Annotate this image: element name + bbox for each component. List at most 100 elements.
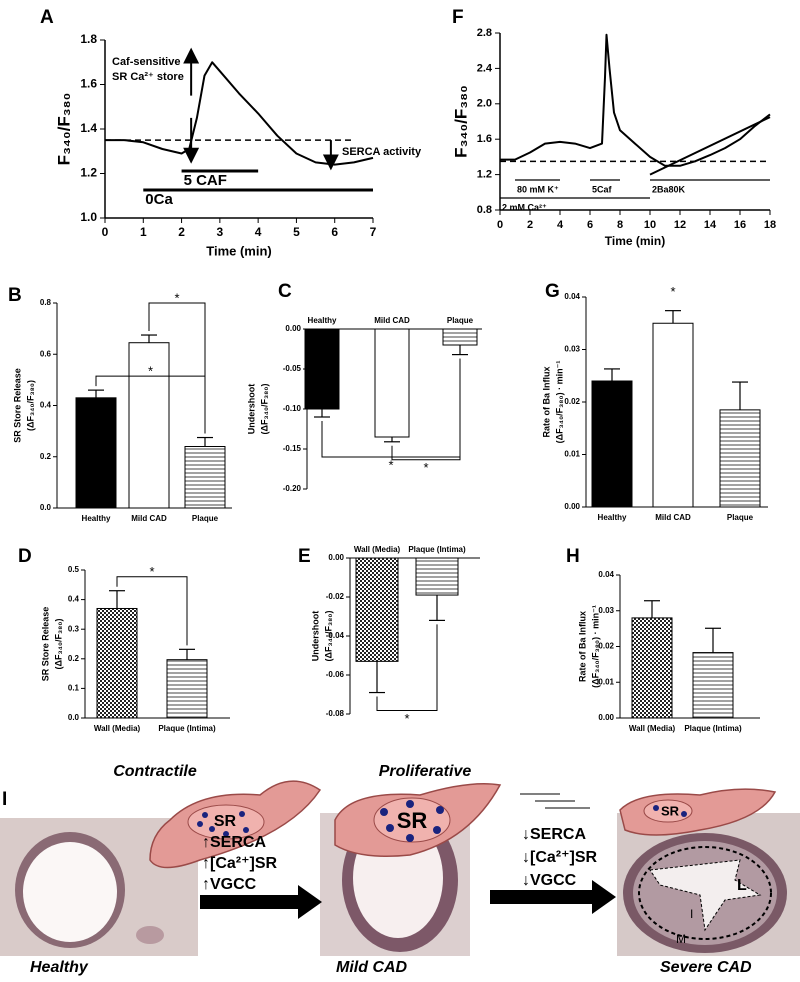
y-tick-label: -0.06 <box>326 670 345 679</box>
phenotype-label: Contractile <box>113 763 197 780</box>
y-tick-label: 0.00 <box>328 553 344 562</box>
y-tick-label: 1.2 <box>477 169 492 181</box>
x-tick-label: Plaque <box>447 316 474 325</box>
y-tick-label: -0.02 <box>326 592 345 601</box>
boundary <box>638 846 772 940</box>
x-tick-label: Mild CAD <box>655 513 691 522</box>
y-axis-label: (ΔF₃₄₀/F₃₈₀) <box>25 380 35 431</box>
panel-letter: B <box>8 285 22 306</box>
significance-bracket <box>116 576 188 646</box>
y-tick-label: 0.0 <box>68 713 80 722</box>
stimulus-label: 5 CAF <box>184 172 227 189</box>
y-tick-label: 0.00 <box>564 502 580 511</box>
region-label: L <box>737 877 747 894</box>
y-axis-label: (ΔF₃₄₀/F₃₈₀) <box>323 611 333 662</box>
significance-bracket <box>376 624 438 712</box>
y-axis-label: (ΔF₃₄₀/F₃₈₀) · min⁻¹ <box>554 361 564 444</box>
x-tick-label: 3 <box>217 225 224 239</box>
stage-label: Mild CAD <box>336 959 408 976</box>
x-tick-label: Healthy <box>598 513 627 522</box>
x-tick-label: 10 <box>644 219 656 231</box>
x-tick-label: 5 <box>293 225 300 239</box>
x-tick-label: 2 <box>178 225 185 239</box>
diagram: I L I M SR SR SR Contractile Proliferati… <box>0 763 800 976</box>
y-axis-label: Rate of Ba Influx <box>577 611 587 682</box>
stimulus-label: 5Caf <box>592 184 613 194</box>
y-tick-label: -0.10 <box>283 404 302 413</box>
lumen <box>649 859 762 932</box>
y-axis-label: SR Store Release <box>40 607 50 682</box>
x-tick-label: Plaque (Intima) <box>408 545 466 554</box>
y-tick-label: 0.01 <box>564 450 580 459</box>
x-tick-label: 6 <box>331 225 338 239</box>
x-tick-label: Healthy <box>82 514 111 523</box>
y-tick-label: 1.8 <box>80 32 97 46</box>
increase-label: ↑SERCA <box>202 834 266 851</box>
y-tick-label: 1.6 <box>80 77 97 91</box>
y-tick-label: 0.1 <box>68 684 80 693</box>
panel-letter: C <box>278 281 292 302</box>
y-tick-label: 1.0 <box>80 210 97 224</box>
y-tick-label: 0.4 <box>40 401 52 410</box>
y-tick-label: 0.03 <box>564 345 580 354</box>
decrease-label: ↓[Ca²⁺]SR <box>522 849 598 866</box>
panel-letter: A <box>40 7 54 28</box>
trace <box>105 61 374 166</box>
bar <box>692 652 734 719</box>
y-tick-label: -0.04 <box>326 631 345 640</box>
y-axis-label: Rate of Ba Influx <box>541 366 551 437</box>
y-tick-label: 0.02 <box>598 642 614 651</box>
x-tick-label: 2 <box>527 219 533 231</box>
significance-label: * <box>423 460 428 475</box>
increase-label: ↑VGCC <box>202 876 257 893</box>
sr <box>373 797 451 843</box>
annotation: SR Ca²⁺ store <box>112 71 184 83</box>
stimulus-label: 2 mM Ca²⁺ <box>502 202 547 212</box>
x-tick-label: 0 <box>497 219 503 231</box>
trace <box>500 33 771 167</box>
x-tick-label: Plaque <box>192 514 219 523</box>
y-axis-label: (ΔF₃₄₀/F₃₈₀) <box>53 619 63 670</box>
stage-label: Healthy <box>30 959 89 976</box>
y-tick-label: 1.6 <box>477 133 492 145</box>
y-tick-label: -0.05 <box>283 364 302 373</box>
bar <box>96 607 138 719</box>
x-tick-label: 4 <box>255 225 262 239</box>
bar <box>719 409 761 508</box>
x-tick-label: 18 <box>764 219 776 231</box>
x-tick-label: Healthy <box>308 316 337 325</box>
x-tick-label: 7 <box>370 225 377 239</box>
y-tick-label: 0.8 <box>40 298 52 307</box>
y-axis-label: F₃₄₀/F₃₈₀ <box>54 93 73 166</box>
stimulus-label: 80 mM K⁺ <box>517 184 559 194</box>
y-tick-label: 1.4 <box>80 121 97 135</box>
x-axis-label: Time (min) <box>605 234 665 248</box>
bar <box>591 380 633 508</box>
bar <box>631 617 673 719</box>
significance-bracket <box>321 358 461 458</box>
y-tick-label: 0.2 <box>68 654 80 663</box>
annotation: SERCA activity <box>342 146 422 158</box>
stimulus-label: 2Ba80K <box>652 184 686 194</box>
y-tick-label: 0.04 <box>598 570 614 579</box>
x-tick-label: 12 <box>674 219 686 231</box>
y-tick-label: 2.4 <box>477 62 493 74</box>
sr-label: SR <box>661 803 680 818</box>
panel-letter: E <box>298 546 311 567</box>
arrow <box>200 885 322 919</box>
bar <box>374 328 410 438</box>
panel-letter: I <box>2 789 7 810</box>
y-tick-label: 1.2 <box>80 166 97 180</box>
y-tick-label: 2.0 <box>477 98 492 110</box>
decrease-label: ↓VGCC <box>522 872 577 889</box>
y-tick-label: 0.3 <box>68 624 80 633</box>
sr-label: SR <box>397 808 428 833</box>
trace <box>649 116 771 176</box>
lumen <box>23 842 117 942</box>
y-tick-label: 0.8 <box>477 204 492 216</box>
y-tick-label: 0.00 <box>285 324 301 333</box>
panel-letter: H <box>566 546 580 567</box>
y-tick-label: -0.08 <box>326 709 345 718</box>
bar <box>304 328 340 410</box>
